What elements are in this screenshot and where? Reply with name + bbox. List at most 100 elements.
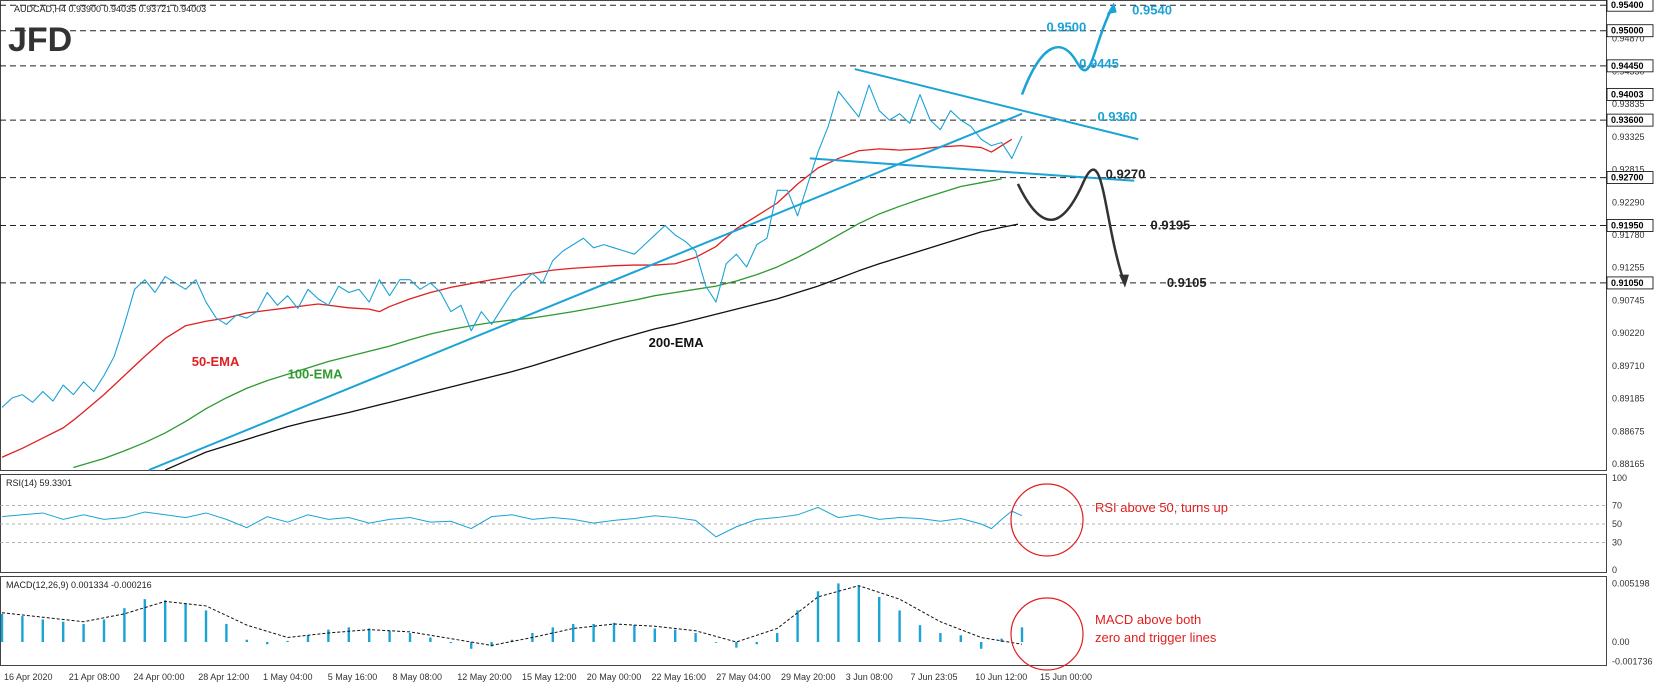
rsi-note: RSI above 50, turns up bbox=[1095, 500, 1228, 515]
price-y-tick: 0.88675 bbox=[1612, 426, 1645, 436]
price-y-tick: 0.91780 bbox=[1612, 230, 1645, 240]
macd-histogram-bar bbox=[164, 600, 167, 643]
macd-histogram-bar bbox=[490, 642, 493, 647]
rsi-highlight-circle bbox=[1010, 483, 1084, 557]
macd-histogram-bar bbox=[143, 599, 146, 643]
macd-histogram-bar bbox=[408, 632, 412, 643]
x-tick-label: 24 Apr 00:00 bbox=[134, 672, 185, 682]
level-box-0.95400 bbox=[1606, 0, 1654, 12]
macd-histogram-bar bbox=[735, 642, 738, 648]
macd-histogram-bar bbox=[857, 585, 860, 643]
macd-histogram-bar bbox=[796, 610, 799, 643]
x-tick-label: 16 Apr 2020 bbox=[4, 672, 53, 682]
macd-histogram-bar bbox=[123, 608, 126, 643]
macd-histogram-bar bbox=[918, 625, 922, 643]
level-box-label: 0.95400 bbox=[1611, 0, 1644, 10]
macd-note-line-2: zero and trigger lines bbox=[1095, 630, 1217, 645]
price-series-layer bbox=[1, 84, 1023, 471]
x-tick-label: 27 May 04:00 bbox=[716, 672, 771, 682]
rsi-header: RSI(14) 59.3301 bbox=[6, 478, 72, 488]
macd-y-tick: 0.005198 bbox=[1612, 578, 1650, 588]
macd-histogram-bar bbox=[980, 642, 983, 649]
macd-histogram-bar bbox=[204, 610, 208, 643]
price-annotations-layer: 0.9500 0.9540 0.9445 0.9360 0.9270 0.9195 0.91… bbox=[192, 2, 1207, 381]
x-tick-label: 3 Jun 08:00 bbox=[846, 672, 893, 682]
ema-label-100-ema: 100-EMA bbox=[288, 367, 344, 382]
x-tick-label: 10 Jun 12:00 bbox=[975, 672, 1027, 682]
rsi-line bbox=[1, 506, 1023, 538]
price-y-tick: 0.92290 bbox=[1612, 197, 1645, 207]
trendline-uptrend bbox=[148, 112, 1023, 471]
macd-highlight-circle bbox=[1010, 597, 1084, 671]
x-tick-label: 15 Jun 00:00 bbox=[1040, 672, 1092, 682]
macd-histogram-bar bbox=[959, 635, 962, 643]
macd-histogram-bar bbox=[470, 642, 473, 649]
x-tick-label: 1 May 04:00 bbox=[263, 672, 313, 682]
series-200-ema bbox=[164, 223, 1019, 471]
macd-histogram-bar bbox=[1020, 627, 1024, 643]
x-tick-label: 28 Apr 12:00 bbox=[198, 672, 249, 682]
rsi-y-tick: 0 bbox=[1612, 565, 1617, 575]
level-box-0.94450 bbox=[1606, 59, 1654, 73]
x-tick-label: 21 Apr 08:00 bbox=[69, 672, 120, 682]
macd-histogram-bar bbox=[714, 642, 718, 643]
level-box-0.95000 bbox=[1606, 24, 1654, 38]
rsi-layer: 100 70 50 30 0 bbox=[0, 473, 1627, 575]
bullish-target-label: 0.9360 bbox=[1097, 109, 1137, 124]
rsi-y-tick: 100 bbox=[1612, 473, 1627, 483]
macd-histogram-bar bbox=[306, 635, 310, 643]
rsi-y-tick: 70 bbox=[1612, 501, 1622, 511]
x-tick-label: 20 May 00:00 bbox=[587, 672, 642, 682]
trendline-channel-lower bbox=[809, 157, 1135, 182]
price-y-tick: 0.89710 bbox=[1612, 361, 1645, 371]
macd-histogram-bar bbox=[82, 623, 85, 643]
bearish-target-label: 0.9195 bbox=[1151, 217, 1191, 232]
bullish-target-label: 0.9500 bbox=[1046, 20, 1086, 35]
macd-histogram-bar bbox=[612, 622, 616, 643]
symbol-header: AUDCAD,H4 0.93900 0.94035 0.93721 0.9400… bbox=[14, 4, 206, 14]
current-price-label: 0.94003 bbox=[1611, 89, 1644, 99]
rsi-y-tick: 50 bbox=[1612, 519, 1622, 529]
macd-histogram-bar bbox=[21, 616, 24, 643]
level-box-label: 0.94450 bbox=[1611, 61, 1644, 71]
price-y-tick: 0.91255 bbox=[1612, 263, 1645, 273]
bullish-arrowhead bbox=[1106, 2, 1117, 15]
price-y-tick: 0.93325 bbox=[1612, 132, 1645, 142]
macd-histogram-bar bbox=[816, 591, 820, 643]
macd-histogram-bar bbox=[653, 628, 656, 643]
x-tick-label: 15 May 12:00 bbox=[522, 672, 577, 682]
macd-y-tick: 0.00 bbox=[1612, 637, 1630, 647]
macd-histogram-bar bbox=[266, 642, 269, 645]
macd-histogram-bar bbox=[572, 623, 575, 643]
price-levels-layer bbox=[0, 4, 1606, 284]
level-box-label: 0.92700 bbox=[1611, 173, 1644, 183]
macd-y-tick: -0.001736 bbox=[1612, 657, 1653, 667]
bearish-arrowhead bbox=[1119, 274, 1129, 288]
ema-label-200-ema: 200-EMA bbox=[649, 335, 705, 350]
bearish-path-arrow bbox=[1016, 168, 1126, 283]
pattern-lines-layer bbox=[148, 68, 1139, 471]
macd-histogram-bar bbox=[388, 630, 391, 643]
level-box-label: 0.91950 bbox=[1611, 220, 1644, 230]
macd-histogram-bar bbox=[1000, 638, 1003, 643]
price-y-tick: 0.92815 bbox=[1612, 165, 1645, 175]
level-box-0.91050 bbox=[1606, 276, 1654, 290]
x-tick-label: 5 May 16:00 bbox=[328, 672, 378, 682]
bullish-path-arrow bbox=[1020, 7, 1113, 96]
macd-histogram-bar bbox=[368, 628, 371, 643]
macd-histogram-bar bbox=[694, 632, 697, 643]
trendline-channel-upper bbox=[854, 68, 1139, 141]
macd-note-line-1: MACD above both bbox=[1095, 612, 1201, 627]
level-box-label: 0.93600 bbox=[1611, 115, 1644, 125]
macd-histogram-bar bbox=[225, 623, 228, 643]
macd-histogram-bar bbox=[674, 629, 677, 643]
price-panel bbox=[0, 0, 1607, 471]
rsi-y-tick: 30 bbox=[1612, 537, 1622, 547]
price-y-tick: 0.93835 bbox=[1612, 99, 1645, 109]
level-box-0.92700 bbox=[1606, 171, 1654, 184]
level-box-0.93600 bbox=[1606, 113, 1654, 127]
rsi-panel bbox=[0, 474, 1607, 573]
macd-histogram-bar bbox=[41, 619, 44, 643]
macd-layer: 0.005198 0.00 -0.001736 bbox=[0, 578, 1653, 667]
